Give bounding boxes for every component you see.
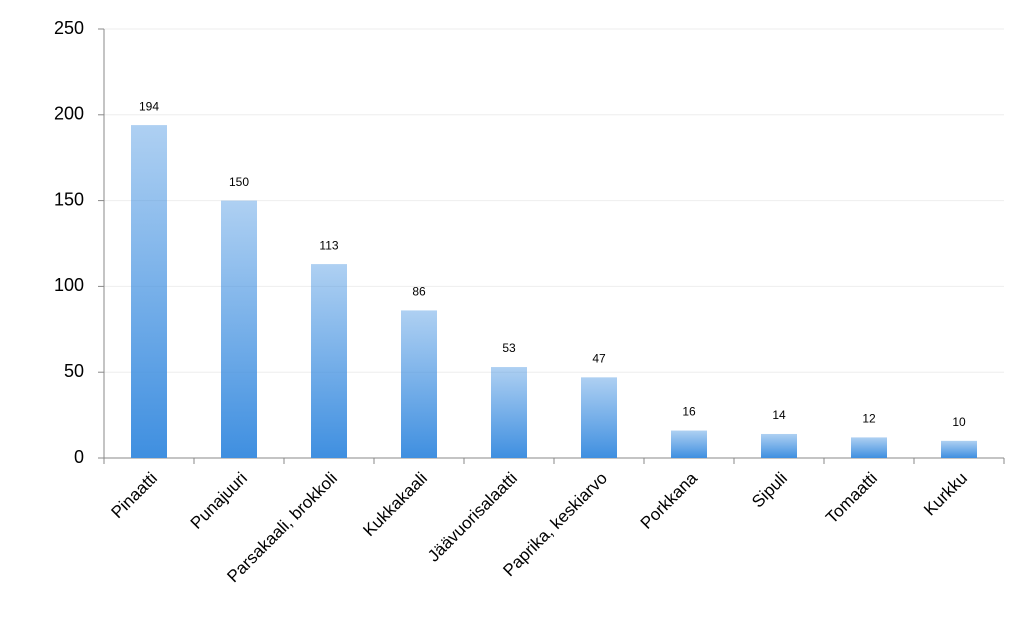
bar: [131, 125, 167, 458]
value-label: 14: [772, 408, 786, 422]
x-tick-label: Punajuuri: [187, 469, 251, 533]
value-label: 10: [952, 415, 966, 429]
x-tick-label: Pinaatti: [107, 469, 161, 523]
x-tick-label: Kurkku: [920, 469, 971, 520]
y-tick-label: 250: [54, 18, 84, 38]
value-label: 86: [412, 285, 426, 299]
bar: [941, 440, 977, 458]
value-label: 12: [862, 412, 876, 426]
bar: [401, 310, 437, 458]
y-tick-label: 200: [54, 104, 84, 124]
y-tick-label: 50: [64, 361, 84, 381]
y-tick-label: 0: [74, 447, 84, 467]
value-label: 47: [592, 352, 606, 366]
bar: [581, 377, 617, 458]
bar: [851, 437, 887, 458]
value-label: 53: [502, 341, 516, 355]
bar: [491, 367, 527, 458]
value-label: 113: [319, 238, 338, 252]
x-tick-label: Jäävuorisalaatti: [424, 469, 521, 566]
y-tick-label: 100: [54, 275, 84, 295]
x-tick-label: Sipuli: [748, 469, 791, 512]
bar: [311, 264, 347, 458]
x-tick-label: Porkkana: [637, 468, 702, 533]
x-tick-label: Tomaatti: [822, 469, 881, 528]
value-label: 16: [682, 405, 696, 419]
value-label: 194: [139, 99, 159, 113]
bar: [221, 200, 257, 458]
y-tick-label: 150: [54, 189, 84, 209]
value-label: 150: [229, 175, 249, 189]
bar: [671, 430, 707, 458]
x-tick-label: Kukkakaali: [359, 469, 431, 541]
bar: [761, 433, 797, 458]
